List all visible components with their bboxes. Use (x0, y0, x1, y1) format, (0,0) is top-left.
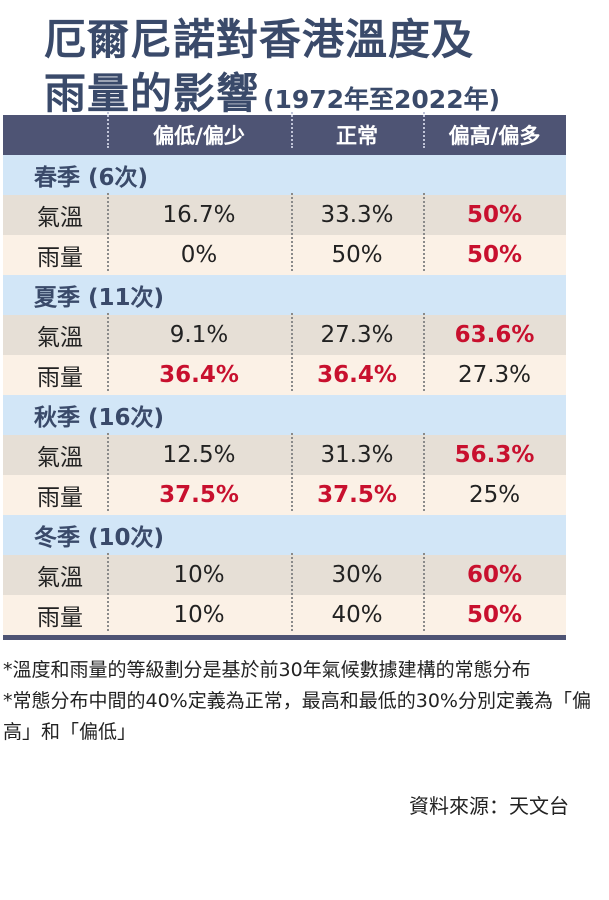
value-cell: 36.4% (107, 353, 291, 391)
season-header: 春季 (6次) (3, 155, 566, 195)
table-row: 氣溫 16.7% 33.3% 50% (3, 193, 566, 235)
row-label: 雨量 (37, 605, 83, 631)
row-label: 雨量 (37, 485, 83, 511)
value-cell: 9.1% (107, 313, 291, 351)
table-header: 偏低/偏少 正常 偏高/偏多 (3, 112, 566, 155)
value-cell: 12.5% (107, 433, 291, 471)
page-title-line1: 厄爾尼諾對香港溫度及 (44, 15, 475, 64)
value-cell: 10% (107, 553, 291, 591)
row-label: 雨量 (37, 365, 83, 391)
value-cell: 16.7% (107, 193, 291, 231)
footnote: *溫度和雨量的等級劃分是基於前30年氣候數據建構的常態分布 (3, 659, 531, 681)
row-label: 氣溫 (37, 445, 83, 471)
source-credit: 資料來源：天文台 (409, 794, 569, 818)
value-cell: 36.4% (291, 353, 423, 391)
title-years: (1972年至2022年) (263, 85, 501, 114)
table-row: 雨量 36.4% 36.4% 27.3% (3, 353, 566, 395)
table-row: 氣溫 12.5% 31.3% 56.3% (3, 433, 566, 475)
value-cell: 50% (423, 233, 566, 271)
footnotes: *溫度和雨量的等級劃分是基於前30年氣候數據建構的常態分布 *常態分布中間的40… (3, 655, 603, 748)
data-table: 偏低/偏少 正常 偏高/偏多 春季 (6次) 氣溫 16.7% 33.3% 50% 雨量 0… (3, 112, 566, 640)
value-cell: 30% (291, 553, 423, 591)
row-label: 氣溫 (37, 205, 83, 231)
value-cell: 10% (107, 593, 291, 631)
value-cell: 60% (423, 553, 566, 591)
value-cell: 33.3% (291, 193, 423, 231)
value-cell: 40% (291, 593, 423, 631)
table-row: 氣溫 9.1% 27.3% 63.6% (3, 313, 566, 355)
row-label: 氣溫 (37, 325, 83, 351)
value-cell: 25% (423, 473, 566, 511)
table-row: 雨量 0% 50% 50% (3, 233, 566, 275)
table-row: 氣溫 10% 30% 60% (3, 553, 566, 595)
value-cell: 50% (291, 233, 423, 271)
header-cell: 正常 (291, 112, 423, 150)
value-cell: 37.5% (107, 473, 291, 511)
value-cell: 27.3% (423, 353, 566, 391)
table-row: 雨量 10% 40% 50% (3, 593, 566, 635)
season-header: 冬季 (10次) (3, 515, 566, 555)
footnote: *常態分布中間的40%定義為正常，最高和最低的30%分別定義為「偏高」和「偏低」 (3, 690, 591, 743)
title-main: 雨量的影響 (44, 69, 260, 118)
season-header: 秋季 (16次) (3, 395, 566, 435)
value-cell: 37.5% (291, 473, 423, 511)
value-cell: 63.6% (423, 313, 566, 351)
table-bottom-rule (3, 635, 566, 640)
table-body: 春季 (6次) 氣溫 16.7% 33.3% 50% 雨量 0% 50% 50% 夏季 (11次)… (3, 155, 566, 635)
table-row: 雨量 37.5% 37.5% 25% (3, 473, 566, 515)
value-cell: 0% (107, 233, 291, 271)
header-cell: 偏低/偏少 (107, 112, 291, 150)
value-cell: 50% (423, 593, 566, 631)
row-label: 氣溫 (37, 565, 83, 591)
page-title-line2: 雨量的影響 (1972年至2022年) (44, 60, 500, 121)
row-label: 雨量 (37, 245, 83, 271)
value-cell: 27.3% (291, 313, 423, 351)
value-cell: 50% (423, 193, 566, 231)
value-cell: 31.3% (291, 433, 423, 471)
header-cell: 偏高/偏多 (423, 112, 566, 150)
season-header: 夏季 (11次) (3, 275, 566, 315)
value-cell: 56.3% (423, 433, 566, 471)
